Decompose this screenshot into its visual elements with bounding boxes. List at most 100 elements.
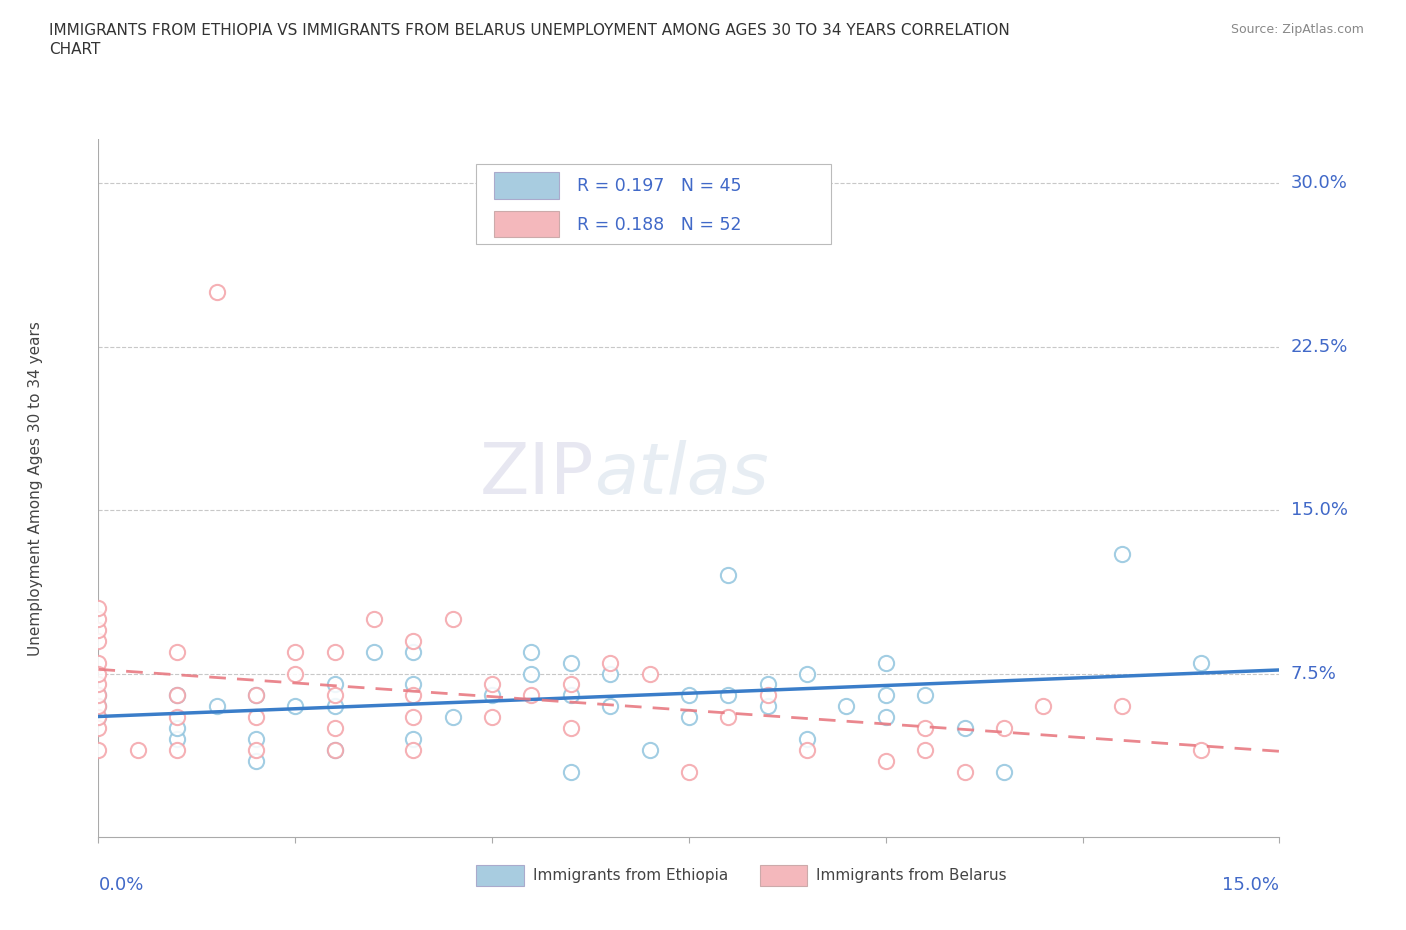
Point [87,601,110,616]
Point [599,666,621,681]
Text: Immigrants from Belarus: Immigrants from Belarus [817,868,1007,883]
Point [756,688,779,703]
Point [363,644,385,659]
Point [245,753,267,768]
Point [245,742,267,757]
Point [284,698,307,713]
Point [953,721,976,736]
Point [323,721,346,736]
Point [166,742,188,757]
Point [87,698,110,713]
Point [87,633,110,648]
Point [599,698,621,713]
Point [914,721,936,736]
Point [1111,698,1133,713]
Point [875,753,897,768]
Point [717,688,740,703]
Point [875,710,897,724]
Point [638,742,661,757]
Point [560,764,582,779]
Point [796,732,818,747]
FancyBboxPatch shape [494,211,560,237]
Text: Immigrants from Ethiopia: Immigrants from Ethiopia [533,868,728,883]
Point [245,688,267,703]
Point [520,666,543,681]
FancyBboxPatch shape [494,172,560,199]
Point [441,612,464,627]
Point [87,710,110,724]
Point [245,688,267,703]
Point [166,688,188,703]
Point [87,666,110,681]
Point [1189,655,1212,670]
FancyBboxPatch shape [759,865,807,885]
FancyBboxPatch shape [477,164,831,245]
Point [756,677,779,692]
Point [914,688,936,703]
Point [402,742,425,757]
Point [678,764,700,779]
Text: R = 0.188   N = 52: R = 0.188 N = 52 [576,216,741,233]
Point [520,688,543,703]
Point [323,677,346,692]
Point [87,612,110,627]
Point [87,698,110,713]
Point [835,698,858,713]
Text: atlas: atlas [595,440,769,509]
Point [245,710,267,724]
Point [402,688,425,703]
Point [166,721,188,736]
Text: 15.0%: 15.0% [1291,501,1347,519]
Point [166,732,188,747]
Text: ZIP: ZIP [479,440,595,509]
Point [875,655,897,670]
Point [323,742,346,757]
Point [87,710,110,724]
Text: Unemployment Among Ages 30 to 34 years: Unemployment Among Ages 30 to 34 years [28,321,44,656]
Point [560,655,582,670]
Point [87,742,110,757]
Point [402,633,425,648]
Point [323,644,346,659]
Text: 0.0%: 0.0% [98,876,143,894]
Point [1111,546,1133,561]
Point [678,710,700,724]
Point [323,742,346,757]
Point [323,688,346,703]
Point [560,677,582,692]
Point [87,655,110,670]
Point [87,721,110,736]
Point [284,666,307,681]
Point [560,721,582,736]
Point [1032,698,1054,713]
Point [166,644,188,659]
Text: 22.5%: 22.5% [1291,338,1348,355]
Point [87,677,110,692]
Point [993,721,1015,736]
Point [87,688,110,703]
Point [284,644,307,659]
Point [402,677,425,692]
Text: Source: ZipAtlas.com: Source: ZipAtlas.com [1230,23,1364,36]
Point [1189,742,1212,757]
Point [402,732,425,747]
Point [520,644,543,659]
Point [796,742,818,757]
Point [402,710,425,724]
Point [87,688,110,703]
Text: 15.0%: 15.0% [1222,876,1279,894]
Point [402,644,425,659]
Point [993,764,1015,779]
Point [914,742,936,757]
Point [87,622,110,637]
Point [796,666,818,681]
Text: IMMIGRANTS FROM ETHIOPIA VS IMMIGRANTS FROM BELARUS UNEMPLOYMENT AMONG AGES 30 T: IMMIGRANTS FROM ETHIOPIA VS IMMIGRANTS F… [49,23,1010,38]
Point [599,655,621,670]
Point [560,688,582,703]
Point [638,666,661,681]
Point [441,710,464,724]
Point [756,698,779,713]
Point [875,688,897,703]
Text: R = 0.197   N = 45: R = 0.197 N = 45 [576,178,741,195]
Point [127,742,149,757]
